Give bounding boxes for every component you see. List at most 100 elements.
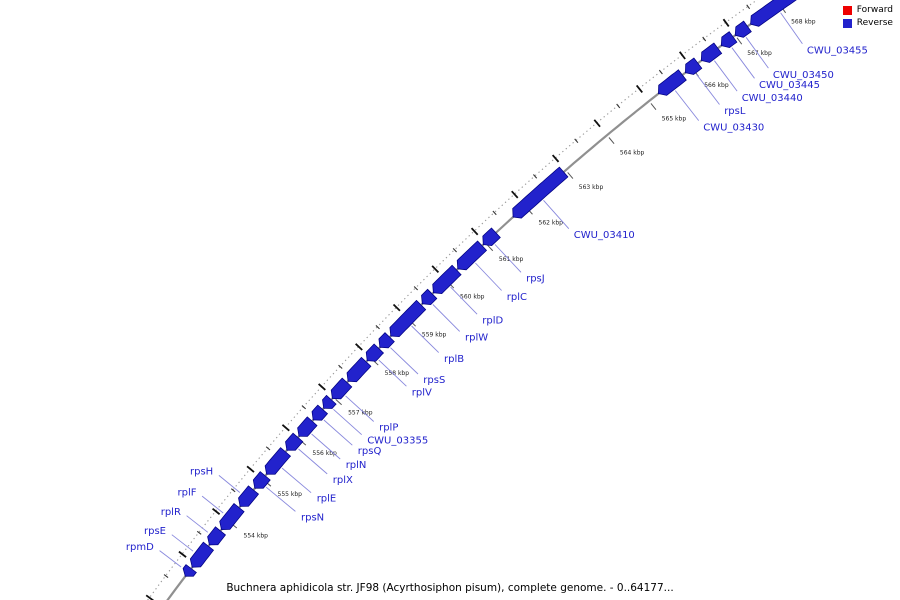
gene-arrow [297, 416, 318, 437]
gene-leader-line [674, 90, 700, 121]
ruler-tick-label: 563 kbp [579, 184, 604, 191]
ruler-tick-label: 562 kbp [539, 220, 564, 227]
gene-label[interactable]: rplB [444, 354, 464, 365]
gene-label[interactable]: rpsL [724, 106, 746, 117]
gene-label[interactable]: rplF [178, 487, 197, 498]
gene-label[interactable]: rpsJ [526, 274, 545, 285]
gene-label[interactable]: CWU_03440 [742, 93, 803, 104]
gene-label[interactable]: rplV [412, 387, 432, 398]
ruler-tick-dash [163, 574, 169, 579]
gene-leader-line [475, 262, 502, 291]
ruler-tick-mark [736, 37, 743, 45]
gene-label[interactable]: CWU_03355 [367, 436, 428, 447]
gene-leader-line [411, 325, 440, 353]
gene-label[interactable]: rplC [507, 292, 527, 303]
ruler-tick-dash [196, 530, 202, 535]
genome-title: Buchnera aphidicola str. JF98 (Acyrthosi… [226, 582, 674, 594]
ruler-tick-label: 554 kbp [244, 533, 269, 540]
ruler-tick-dash [212, 507, 221, 515]
gene-leader-line [378, 359, 407, 387]
gene-arrow [285, 432, 304, 451]
ruler-tick-dash [375, 325, 380, 330]
gene-arrow [252, 471, 271, 489]
gene-arrow [264, 447, 292, 475]
ruler-tick-dash [702, 36, 707, 42]
gene-leader-line [390, 347, 419, 375]
gene-label[interactable]: rplD [482, 316, 503, 327]
gene-label[interactable]: rplP [379, 423, 398, 434]
gene-label[interactable]: rpsE [144, 526, 166, 537]
gene-label[interactable]: CWU_03455 [807, 46, 868, 57]
gene-leader-line [171, 534, 194, 552]
ruler-tick-dash [722, 18, 730, 27]
ruler-tick-dash [392, 303, 401, 312]
ruler-tick-label: 558 kbp [385, 370, 410, 377]
reverse-color-swatch [842, 19, 852, 28]
gene-label[interactable]: CWU_03445 [759, 80, 820, 91]
ruler-tick-dash [635, 84, 643, 93]
gene-leader-line [745, 37, 769, 69]
gene-arrow [658, 69, 687, 96]
gene-label[interactable]: rpsQ [358, 446, 382, 457]
ruler-tick-dash [178, 550, 187, 558]
ruler-tick-dash [265, 446, 271, 451]
gene-leader-line [281, 467, 312, 494]
gene-arrow [389, 299, 427, 337]
ruler-tick-label: 566 kbp [704, 82, 729, 89]
ruler-dotted-arc [147, 0, 758, 600]
gene-label[interactable]: CWU_03450 [773, 70, 834, 81]
legend-label-forward: Forward [856, 5, 893, 15]
ruler-tick-dash [246, 465, 255, 473]
ruler-tick-label: 555 kbp [278, 491, 303, 498]
legend: Forward Reverse [842, 5, 893, 32]
gene-arrow [330, 377, 353, 400]
gene-arrow [734, 20, 752, 38]
gene-arrow [322, 394, 337, 409]
gene-label[interactable]: rplR [161, 507, 181, 518]
ruler-tick-dash [551, 154, 560, 163]
gene-arrow [421, 288, 438, 305]
ruler-tick-dash [574, 138, 579, 144]
gene-leader-line [323, 419, 353, 446]
gene-leader-line [432, 304, 461, 332]
ruler-tick-mark [567, 172, 574, 179]
gene-label[interactable]: rplW [465, 333, 488, 344]
gene-label[interactable]: CWU_03410 [574, 230, 635, 241]
gene-arrow [311, 404, 329, 421]
gene-arrow [432, 264, 462, 294]
gene-arrow [512, 166, 569, 219]
ruler-tick-dash [616, 103, 621, 109]
ruler-tick-dash [533, 174, 538, 179]
gene-leader-line [543, 200, 570, 229]
ruler-tick-dash [492, 210, 497, 216]
gene-label[interactable]: rpmD [126, 542, 154, 553]
ruler-tick-dash [355, 343, 363, 351]
gene-label[interactable]: rpsS [423, 375, 445, 386]
gene-arrow [750, 0, 797, 27]
ruler-tick-dash [431, 265, 440, 273]
ruler-tick-mark [650, 103, 657, 110]
gene-leader-line [265, 486, 296, 512]
ruler-tick-dash [230, 488, 236, 493]
forward-color-swatch [842, 6, 852, 15]
ruler-tick-dash [593, 119, 601, 128]
gene-leader-line [731, 47, 755, 79]
ruler-tick-dash [678, 51, 686, 60]
gene-label[interactable]: rplN [346, 460, 367, 471]
gene-leader-line [298, 448, 328, 475]
ruler-tick-label: 565 kbp [662, 115, 687, 122]
gene-label[interactable]: rpsH [190, 467, 213, 478]
gene-label[interactable]: CWU_03430 [703, 122, 764, 133]
gene-arrow [700, 42, 723, 63]
ruler-tick-mark [486, 244, 494, 252]
ruler-tick-label: 559 kbp [422, 331, 447, 338]
gene-label[interactable]: rplE [317, 494, 337, 505]
gene-label[interactable]: rpsN [301, 512, 324, 523]
legend-item-reverse: Reverse [842, 19, 893, 28]
gene-arrow [720, 31, 738, 49]
ruler-tick-label: 567 kbp [747, 50, 772, 57]
ruler-tick-dash [145, 594, 154, 600]
gene-label[interactable]: rplX [333, 475, 353, 486]
